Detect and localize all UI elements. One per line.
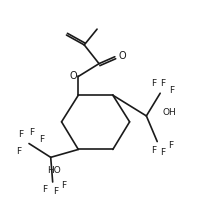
Text: F: F — [151, 79, 156, 88]
Text: F: F — [17, 147, 22, 156]
Text: F: F — [151, 146, 156, 155]
Text: F: F — [29, 128, 35, 137]
Text: F: F — [42, 185, 47, 194]
Text: F: F — [161, 148, 166, 157]
Text: F: F — [161, 79, 166, 88]
Text: F: F — [53, 187, 58, 196]
Text: F: F — [39, 135, 44, 144]
Text: O: O — [119, 51, 126, 61]
Text: F: F — [169, 86, 175, 95]
Text: F: F — [61, 182, 66, 191]
Text: F: F — [19, 130, 24, 139]
Text: F: F — [168, 141, 174, 150]
Text: OH: OH — [162, 108, 176, 117]
Text: O: O — [69, 72, 77, 81]
Text: HO: HO — [47, 166, 61, 175]
